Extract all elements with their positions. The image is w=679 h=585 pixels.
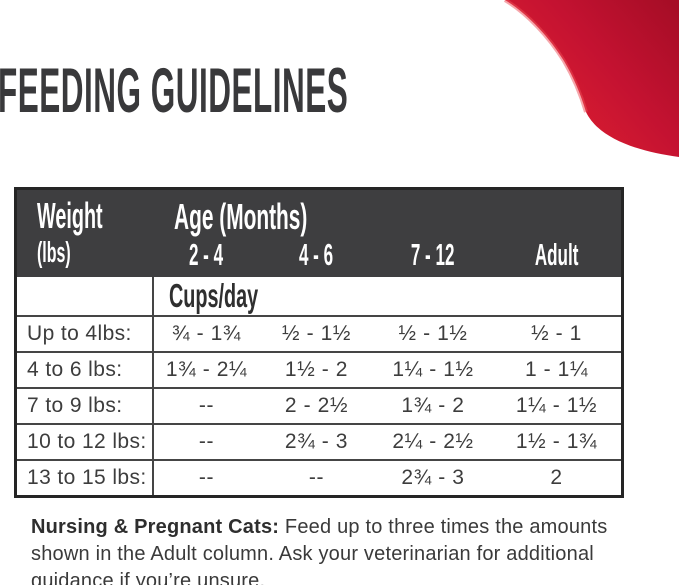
feeding-value: ½ - 1 — [492, 315, 622, 351]
feeding-value: 2¼ - 2½ — [374, 423, 492, 459]
row-weight-label: 13 to 15 lbs: — [17, 459, 154, 495]
table-row: 13 to 15 lbs: -- -- 2¾ - 3 2 — [17, 459, 622, 495]
footnote: Nursing & Pregnant Cats: Feed up to thre… — [31, 514, 631, 585]
age-column-header-adult: Adult — [492, 237, 622, 277]
units-label: Cups/day — [169, 277, 259, 314]
footnote-line-1: Nursing & Pregnant Cats: Feed up to thre… — [31, 514, 631, 541]
weight-unit-label: (lbs) — [37, 237, 71, 269]
row-weight-label: Up to 4lbs: — [17, 315, 154, 351]
table-row: 4 to 6 lbs: 1¾ - 2¼ 1½ - 2 1¼ - 1½ 1 - 1… — [17, 351, 622, 387]
feeding-value: 2 - 2½ — [259, 387, 374, 423]
footnote-bold-label: Nursing & Pregnant Cats: — [31, 516, 280, 538]
feeding-value: 1½ - 2 — [259, 351, 374, 387]
feeding-value: 1¼ - 1½ — [374, 351, 492, 387]
page-title: FEEDING GUIDELINES — [0, 60, 679, 123]
feeding-value: -- — [154, 459, 259, 495]
feeding-value: -- — [154, 387, 259, 423]
footnote-line-1-text: Feed up to three times the amounts — [279, 516, 608, 538]
row-weight-label: 4 to 6 lbs: — [17, 351, 154, 387]
feeding-guidelines-table: Weight (lbs) Age (Months) 2 - 4 4 - 6 7 … — [14, 187, 625, 498]
page-title-text: FEEDING GUIDELINES — [0, 56, 349, 126]
age-column-header-4-6: 4 - 6 — [259, 237, 374, 277]
weight-label: Weight — [37, 195, 103, 236]
table-row: 10 to 12 lbs: -- 2¾ - 3 2¼ - 2½ 1½ - 1¾ — [17, 423, 622, 459]
feeding-value: -- — [259, 459, 374, 495]
age-months-header: Age (Months) — [154, 190, 622, 237]
table-row: Up to 4lbs: ¾ - 1¾ ½ - 1½ ½ - 1½ ½ - 1 — [17, 315, 622, 351]
age-months-label: Age (Months) — [174, 196, 308, 237]
feeding-value: 2 — [492, 459, 622, 495]
feeding-value: 1¾ - 2¼ — [154, 351, 259, 387]
footnote-line-3: guidance if you’re unsure. — [31, 570, 266, 585]
feeding-value: 1½ - 1¾ — [492, 423, 622, 459]
table-row: 7 to 9 lbs: -- 2 - 2½ 1¾ - 2 1¼ - 1½ — [17, 387, 622, 423]
units-row: Cups/day — [17, 277, 622, 315]
units-label-cell: Cups/day — [154, 277, 622, 315]
feeding-value: 1¾ - 2 — [374, 387, 492, 423]
age-column-header-2-4: 2 - 4 — [154, 237, 259, 277]
feeding-value: 2¾ - 3 — [259, 423, 374, 459]
age-column-header-7-12: 7 - 12 — [374, 237, 492, 277]
feeding-value: ¾ - 1¾ — [154, 315, 259, 351]
feeding-value: 2¾ - 3 — [374, 459, 492, 495]
row-weight-label: 7 to 9 lbs: — [17, 387, 154, 423]
row-weight-label: 10 to 12 lbs: — [17, 423, 154, 459]
feeding-value: ½ - 1½ — [259, 315, 374, 351]
footnote-line-2: shown in the Adult column. Ask your vete… — [31, 543, 594, 565]
feeding-value: ½ - 1½ — [374, 315, 492, 351]
units-row-spacer — [17, 277, 154, 315]
feeding-value: 1¼ - 1½ — [492, 387, 622, 423]
feeding-value: 1 - 1¼ — [492, 351, 622, 387]
weight-column-header: Weight (lbs) — [17, 190, 154, 277]
feeding-value: -- — [154, 423, 259, 459]
